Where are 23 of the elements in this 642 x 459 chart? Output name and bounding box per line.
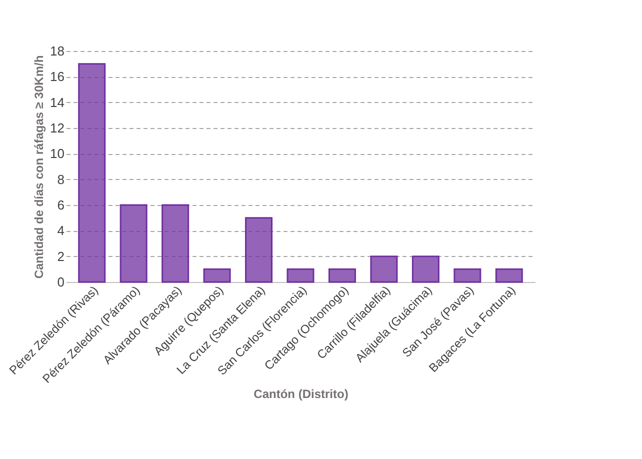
bar — [78, 63, 106, 283]
y-tick-label: 14 — [50, 94, 64, 110]
y-tick-label: 4 — [57, 223, 64, 238]
y-tick-label: 10 — [50, 146, 64, 162]
x-axis-title: Cantón (Distrito) — [254, 387, 348, 402]
bar — [454, 268, 482, 283]
bar — [370, 256, 398, 283]
y-axis-title: Cantidad de días con ráfagas ≥ 30Km/h — [32, 55, 46, 279]
y-tick-label: 12 — [50, 120, 64, 136]
y-tick-label: 2 — [57, 248, 64, 264]
y-tick-label: 16 — [50, 69, 64, 84]
bar — [120, 204, 148, 283]
bar — [162, 204, 190, 283]
y-tick-label: 0 — [57, 274, 64, 290]
bar — [328, 268, 356, 283]
bar — [286, 268, 314, 283]
bar — [412, 256, 440, 283]
bar — [203, 268, 231, 283]
bar — [245, 217, 273, 283]
y-tick-label: 18 — [50, 44, 64, 58]
y-tick-label: 8 — [57, 172, 64, 187]
bar — [495, 268, 523, 283]
y-tick-label: 6 — [57, 198, 64, 212]
